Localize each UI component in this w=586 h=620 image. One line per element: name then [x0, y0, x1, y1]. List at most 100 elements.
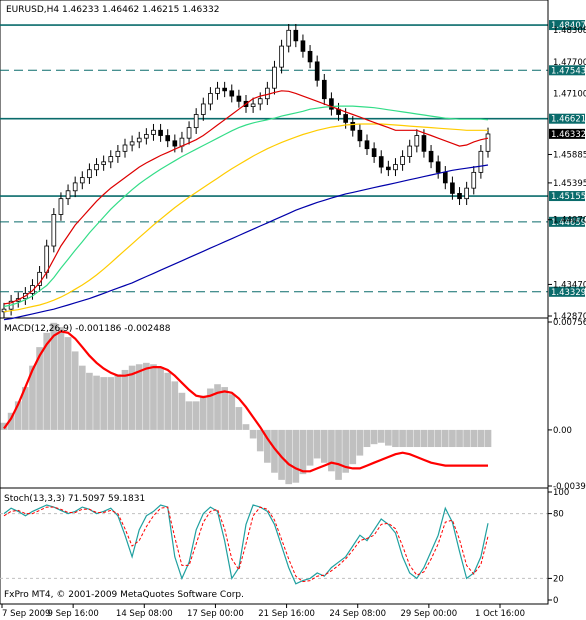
- candle-body: [421, 135, 427, 152]
- candle-body: [485, 133, 491, 152]
- macd-histogram-bar: [349, 429, 357, 465]
- macd-histogram-bar: [285, 429, 293, 485]
- macd-histogram-bar: [392, 429, 399, 448]
- candle-body: [101, 161, 106, 165]
- candle-body: [108, 156, 114, 163]
- candle-body: [386, 166, 391, 171]
- level-tag: [549, 65, 585, 76]
- macd-histogram-bar: [86, 372, 93, 430]
- macd-histogram-bar: [413, 429, 421, 448]
- macd-histogram-bar: [43, 332, 51, 430]
- macd-histogram-bar: [306, 429, 314, 466]
- candle-body: [222, 87, 227, 92]
- macd-histogram-bar: [278, 429, 285, 480]
- candle-body: [215, 87, 220, 94]
- yellow-moving-average: [3, 123, 488, 313]
- macd-histogram-bar: [377, 429, 385, 443]
- macd-histogram-bar: [178, 392, 186, 430]
- candle-body: [350, 121, 356, 131]
- candle-body: [293, 29, 299, 42]
- macd-histogram-bar: [271, 429, 278, 473]
- level-tag: [549, 286, 585, 297]
- candle-body: [286, 29, 292, 47]
- macd-signal-line: [3, 330, 488, 473]
- macd-histogram-bar: [29, 365, 36, 430]
- level-tag-label: 1.43329: [551, 288, 586, 298]
- red-moving-average: [3, 90, 489, 305]
- candle-body: [414, 135, 420, 147]
- macd-panel[interactable]: [0, 322, 492, 485]
- macd-histogram-bar: [427, 429, 435, 448]
- macd-histogram-bar: [264, 429, 271, 463]
- level-tag-label: 1.46621: [551, 115, 586, 125]
- stoch-main-line: [3, 504, 489, 585]
- macd-histogram-bar: [249, 429, 257, 439]
- macd-tick-label: 0.00756: [553, 318, 586, 328]
- macd-histogram-bar: [121, 369, 129, 430]
- macd-histogram-bar: [256, 429, 264, 452]
- level-tag: [549, 191, 585, 202]
- candle-body: [371, 148, 377, 157]
- macd-histogram-bar: [399, 429, 406, 448]
- candle-body: [236, 95, 242, 102]
- macd-histogram-bar: [50, 322, 58, 430]
- candle-body: [65, 190, 71, 200]
- time-tick-label: 7 Sep 2009: [2, 609, 50, 619]
- candle-body: [343, 114, 348, 123]
- macd-histogram-bar: [171, 381, 179, 430]
- macd-histogram-bar: [385, 429, 392, 446]
- candle-body: [265, 87, 270, 100]
- candle-body: [172, 140, 178, 147]
- macd-histogram-bar: [64, 337, 72, 430]
- candle-body: [428, 150, 434, 163]
- stoch-tick-label: 20: [553, 574, 564, 584]
- candle-body: [272, 66, 277, 89]
- macd-panel-header: MACD(12,26,9) -0.001186 -0.002488: [4, 324, 171, 334]
- macd-histogram-bar: [143, 362, 150, 430]
- candle-body: [442, 171, 448, 184]
- price-tick-label: 1.47700: [553, 58, 586, 68]
- macd-histogram-bar: [484, 429, 492, 448]
- time-tick-label: 1 Oct 16:00: [475, 609, 525, 619]
- candle-body: [314, 61, 320, 81]
- macd-histogram-bar: [470, 429, 478, 448]
- level-tag-label: 1.47543: [551, 66, 586, 76]
- price-panel[interactable]: [0, 23, 548, 321]
- level-tag-label: 1.48407: [551, 21, 586, 31]
- candle-body: [321, 79, 327, 100]
- macd-histogram-bar: [441, 429, 449, 448]
- macd-histogram-bar: [356, 429, 364, 456]
- macd-histogram-bar: [22, 387, 29, 430]
- candle-body: [478, 150, 484, 173]
- level-tag: [549, 216, 585, 227]
- macd-histogram-bar: [93, 375, 100, 430]
- candle-body: [364, 140, 370, 150]
- macd-histogram-bar: [36, 347, 43, 430]
- candle-body: [464, 187, 469, 200]
- candle-body: [407, 145, 413, 157]
- candle-body: [129, 141, 135, 146]
- candle-body: [208, 93, 213, 105]
- stoch-panel[interactable]: [0, 504, 548, 585]
- price-tick-label: 1.48308: [553, 26, 586, 36]
- candle-body: [435, 161, 441, 173]
- macd-histogram-bar: [477, 429, 485, 448]
- candle-body: [279, 45, 284, 68]
- time-tick-label: 9 Sep 16:00: [47, 609, 98, 619]
- candle-body: [136, 137, 142, 143]
- macd-histogram-bar: [192, 401, 200, 430]
- candle-body: [51, 214, 57, 247]
- level-tag-label: 1.45155: [551, 192, 586, 202]
- macd-histogram-bar: [207, 388, 214, 430]
- level-tag-label: 1.44659: [551, 218, 586, 228]
- macd-histogram-bar: [328, 429, 335, 472]
- price-tick-label: 1.45395: [553, 179, 586, 189]
- macd-histogram-bar: [420, 429, 428, 448]
- candle-body: [329, 98, 334, 110]
- macd-histogram-bar: [57, 327, 65, 430]
- candle-body: [72, 182, 78, 192]
- macd-histogram-bar: [185, 401, 193, 430]
- macd-histogram-bar: [199, 395, 207, 430]
